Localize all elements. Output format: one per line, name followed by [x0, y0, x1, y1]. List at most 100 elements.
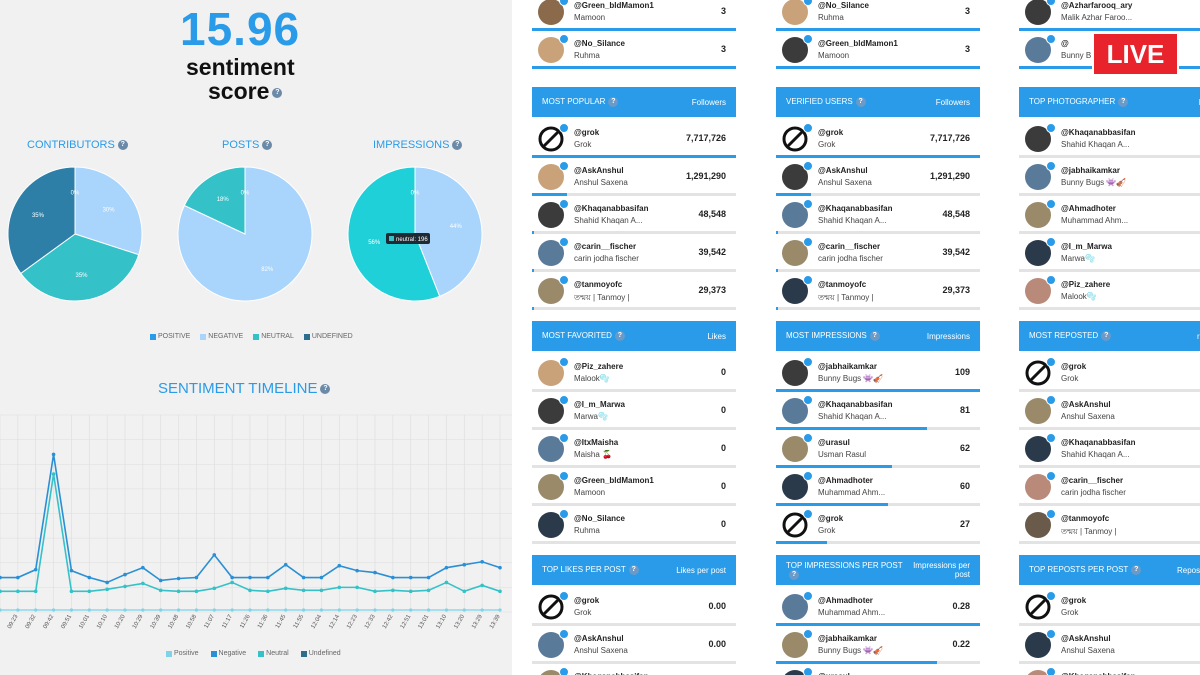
timeline-point-neutral[interactable]: [462, 589, 467, 594]
timeline-point-neutral[interactable]: [373, 589, 377, 594]
timeline-point-positive[interactable]: [248, 608, 252, 612]
timeline-point-neutral[interactable]: [301, 588, 306, 593]
user-row[interactable]: @No_Silance Ruhma 3: [776, 0, 980, 31]
timeline-point-neutral[interactable]: [355, 585, 359, 590]
timeline-point-negative[interactable]: [301, 575, 306, 580]
user-row[interactable]: @Piz_zahere Malook🫧 0: [532, 354, 736, 392]
help-icon[interactable]: ?: [614, 331, 625, 341]
timeline-point-positive[interactable]: [301, 608, 306, 612]
timeline-point-neutral[interactable]: [212, 586, 217, 591]
legend-item[interactable]: POSITIVE: [150, 333, 190, 340]
timeline-point-positive[interactable]: [391, 608, 395, 612]
avatar[interactable]: [782, 512, 808, 538]
timeline-point-neutral[interactable]: [391, 588, 395, 593]
user-row[interactable]: @AskAnshul Anshul Saxena: [1019, 392, 1200, 430]
help-icon[interactable]: ?: [452, 140, 463, 151]
timeline-point-positive[interactable]: [444, 608, 449, 612]
user-row[interactable]: @tanmoyofc তন্ময় | Tanmoy | 29,373: [532, 272, 736, 310]
timeline-point-negative[interactable]: [355, 568, 359, 573]
help-icon[interactable]: ?: [272, 87, 283, 98]
panel-value-header[interactable]: Reposts p: [1176, 565, 1200, 575]
timeline-point-neutral[interactable]: [176, 589, 181, 594]
user-handle[interactable]: @Piz_zahere: [1061, 280, 1111, 289]
timeline-point-neutral[interactable]: [480, 583, 484, 588]
user-handle[interactable]: @carin__fischer: [818, 242, 881, 251]
timeline-point-neutral[interactable]: [33, 589, 38, 594]
user-handle[interactable]: @AskAnshul: [1061, 400, 1111, 409]
help-icon[interactable]: ?: [320, 384, 331, 395]
timeline-point-positive[interactable]: [355, 608, 359, 612]
user-row[interactable]: @jabhaikamkar Bunny Bugs 👾🎻 109: [776, 354, 980, 392]
user-handle[interactable]: @AskAnshul: [818, 166, 868, 175]
user-row[interactable]: @tanmoyofc তন্ময় | Tanmoy |: [1019, 506, 1200, 544]
user-handle[interactable]: @jabhaikamkar: [818, 634, 877, 643]
timeline-point-negative[interactable]: [248, 575, 252, 580]
user-handle[interactable]: @carin__fischer: [1061, 476, 1124, 485]
user-handle[interactable]: @Khaqanabbasifan: [818, 204, 893, 213]
user-handle[interactable]: @Piz_zahere: [574, 362, 624, 371]
user-handle[interactable]: @carin__fischer: [574, 242, 637, 251]
timeline-point-neutral[interactable]: [248, 588, 252, 593]
panel-value-header[interactable]: Likes per post: [676, 565, 726, 575]
user-row[interactable]: @ItxMaisha Maisha 🍒 0: [532, 430, 736, 468]
user-handle[interactable]: @Ahmadhoter: [1061, 204, 1116, 213]
user-handle[interactable]: @AskAnshul: [574, 634, 624, 643]
user-row[interactable]: @I_m_Marwa Marwa🫧: [1019, 234, 1200, 272]
user-row[interactable]: @Khaqanabbasifan Shahid Khaqan A... 81: [776, 392, 980, 430]
timeline-point-negative[interactable]: [105, 580, 109, 585]
user-row[interactable]: @urasul Usman Rasul 62: [776, 430, 980, 468]
user-row[interactable]: @Piz_zahere Malook🫧: [1019, 272, 1200, 310]
contributors-pie-chart[interactable]: 30% 35% 35% 0%: [6, 165, 144, 303]
user-handle[interactable]: @Khaqanabbasifan: [574, 672, 694, 675]
timeline-point-positive[interactable]: [141, 608, 145, 612]
timeline-point-neutral[interactable]: [194, 589, 199, 594]
user-handle[interactable]: @tanmoyofc: [574, 280, 623, 289]
timeline-point-negative[interactable]: [123, 572, 127, 577]
timeline-point-negative[interactable]: [176, 576, 181, 581]
panel-value-header[interactable]: Followers: [691, 97, 726, 107]
timeline-point-neutral[interactable]: [408, 589, 413, 594]
user-row[interactable]: @carin__fischer carin jodha fischer: [1019, 468, 1200, 506]
user-handle[interactable]: @Green_bldMamon1: [574, 476, 654, 485]
timeline-point-negative[interactable]: [444, 565, 449, 570]
timeline-point-neutral[interactable]: [105, 587, 109, 592]
timeline-point-negative[interactable]: [337, 563, 342, 568]
timeline-point-positive[interactable]: [194, 608, 199, 612]
panel-value-header[interactable]: Impressions: [926, 331, 970, 341]
timeline-point-negative[interactable]: [230, 575, 234, 580]
user-handle[interactable]: @Azharfarooq_ary: [1061, 1, 1133, 10]
legend-item[interactable]: Positive: [166, 650, 199, 657]
user-row[interactable]: @AskAnshul Anshul Saxena 1,291,290: [532, 158, 736, 196]
user-row[interactable]: @Green_bldMamon1 Mamoon 3: [532, 0, 736, 31]
timeline-point-positive[interactable]: [426, 608, 431, 612]
timeline-point-neutral[interactable]: [283, 586, 288, 591]
user-row[interactable]: @carin__fischer carin jodha fischer 39,542: [776, 234, 980, 272]
timeline-point-positive[interactable]: [0, 608, 2, 612]
user-row[interactable]: @AskAnshul Anshul Saxena 1,291,290: [776, 158, 980, 196]
help-icon[interactable]: ?: [1101, 331, 1112, 341]
timeline-point-positive[interactable]: [16, 608, 20, 612]
user-row[interactable]: @Khaqanabbasifan Shahid Khaqan A...: [1019, 120, 1200, 158]
pie-slice[interactable]: [74, 166, 143, 256]
user-handle[interactable]: @Ahmadhoter: [818, 596, 873, 605]
user-handle[interactable]: @Khaqanabbasifan: [574, 204, 649, 213]
user-handle[interactable]: @grok: [818, 514, 844, 523]
panel-value-header[interactable]: Pho: [1199, 98, 1200, 107]
panel-value-header[interactable]: Impressions per post: [913, 561, 970, 579]
user-row[interactable]: @tanmoyofc তন্ময় | Tanmoy | 29,373: [776, 272, 980, 310]
timeline-point-neutral[interactable]: [141, 581, 145, 586]
user-handle[interactable]: @Khaqanabbasifan: [1061, 672, 1181, 675]
timeline-point-negative[interactable]: [426, 575, 431, 580]
user-handle[interactable]: @ItxMaisha: [574, 438, 619, 447]
timeline-point-negative[interactable]: [194, 575, 199, 580]
user-row[interactable]: @grok Grok 7,717,726: [776, 120, 980, 158]
timeline-point-neutral[interactable]: [51, 472, 56, 476]
timeline-point-neutral[interactable]: [123, 584, 127, 589]
user-row[interactable]: @Ahmadhoter Muhammad Ahm... 60: [776, 468, 980, 506]
user-row[interactable]: @Khaqanabbasifan Shahid Khaqan A... 48,548: [776, 196, 980, 234]
timeline-point-negative[interactable]: [33, 567, 38, 572]
timeline-point-neutral[interactable]: [266, 589, 270, 594]
